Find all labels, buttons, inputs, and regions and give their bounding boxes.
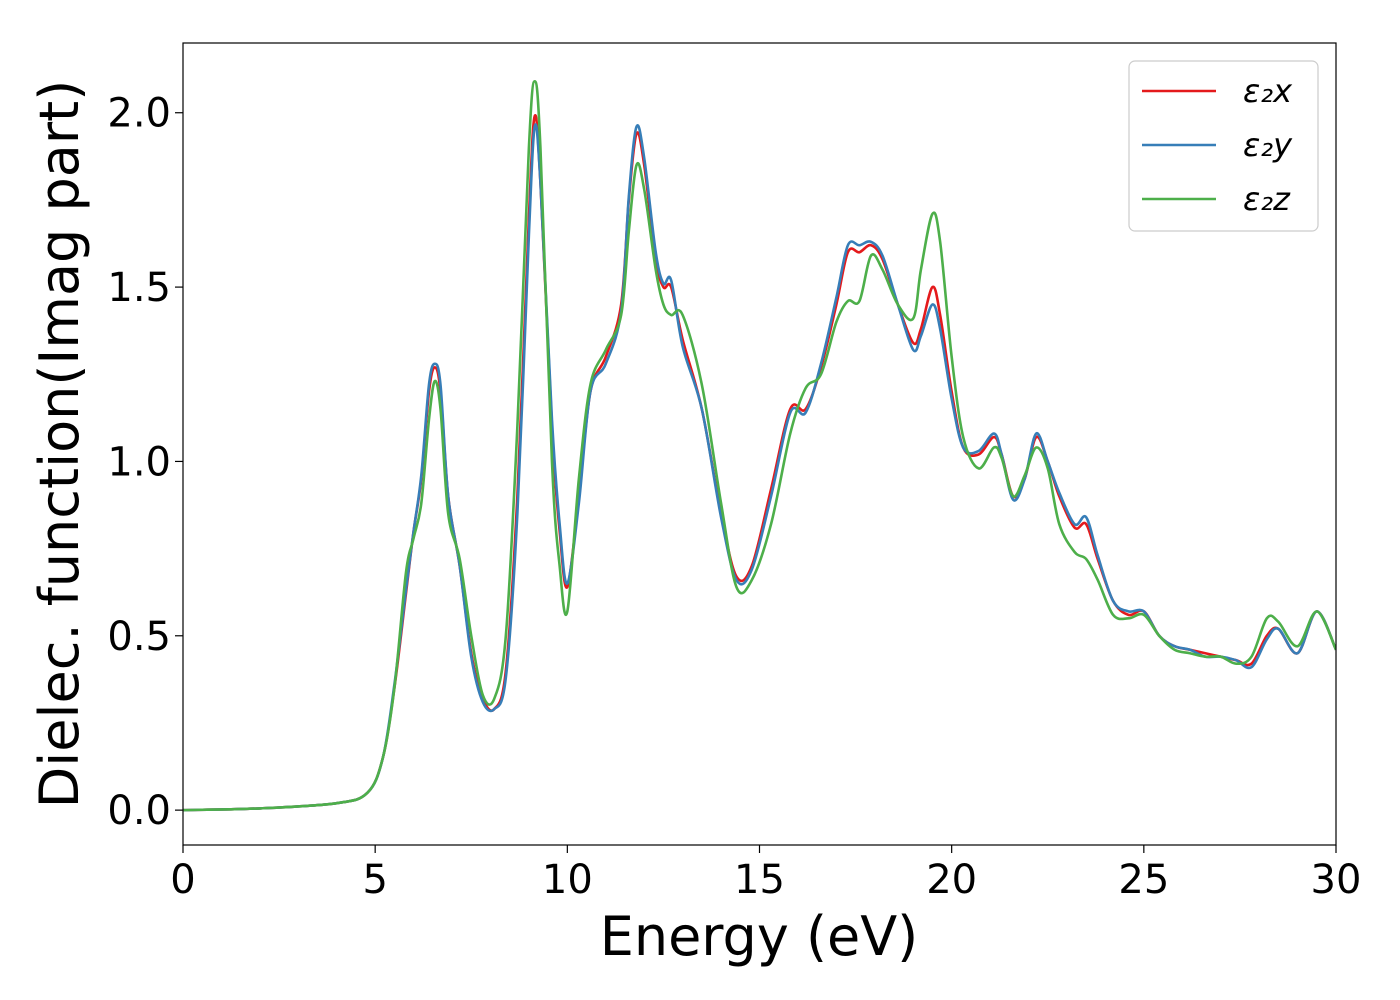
x-tick-label: 10 xyxy=(542,857,593,903)
legend-label-3: ε₂z xyxy=(1243,180,1291,218)
y-tick-label: 1.5 xyxy=(107,265,171,311)
y-axis: 0.0 0.5 1.0 1.5 2.0 xyxy=(107,91,183,834)
y-tick-label: 1.0 xyxy=(107,439,171,485)
legend-label-1: ε₂x xyxy=(1243,72,1293,110)
x-tick-label: 20 xyxy=(926,857,977,903)
y-tick-label: 2.0 xyxy=(107,91,171,137)
series-layer xyxy=(183,80,1336,812)
y-axis-title: Dielec. function(Imag part) xyxy=(28,80,91,809)
legend-box xyxy=(1128,60,1319,232)
x-tick-label: 5 xyxy=(362,857,387,903)
x-tick-label: 15 xyxy=(734,857,785,903)
x-tick-label: 25 xyxy=(1118,857,1169,903)
legend: ε₂x ε₂y ε₂z xyxy=(1128,60,1319,232)
legend-label-2: ε₂y xyxy=(1243,126,1293,164)
x-tick-label: 0 xyxy=(170,857,195,903)
x-axis-title: Energy (eV) xyxy=(600,905,919,968)
x-axis: 0 5 10 15 20 25 30 xyxy=(170,845,1361,903)
y-tick-label: 0.0 xyxy=(107,788,171,834)
x-tick-label: 30 xyxy=(1311,857,1362,903)
y-tick-label: 0.5 xyxy=(107,614,171,660)
series-line-3 xyxy=(183,80,1336,812)
